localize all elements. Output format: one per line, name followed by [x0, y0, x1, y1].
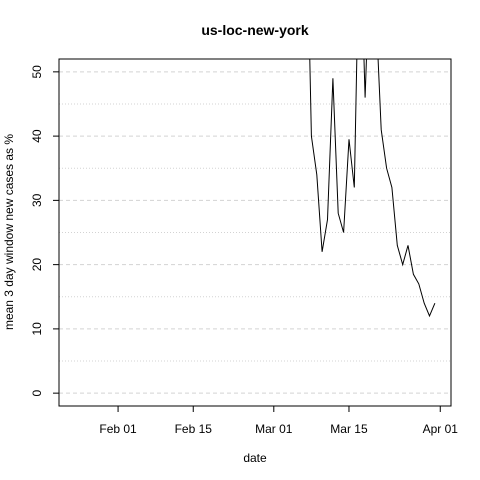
data-point	[354, 187, 355, 188]
data-point	[386, 168, 387, 169]
x-tick-label: Feb 01	[99, 422, 137, 436]
data-point	[391, 187, 392, 188]
y-tick-label: 20	[30, 258, 44, 272]
data-point	[327, 219, 328, 220]
data-point	[381, 129, 382, 130]
x-axis: Feb 01 Feb 15 Mar 01 Mar 15 Apr 01	[99, 406, 458, 436]
y-tick-label: 40	[30, 129, 44, 143]
series-line	[309, 59, 436, 318]
x-axis-label: date	[243, 451, 267, 465]
data-point	[434, 303, 435, 304]
data-point	[429, 315, 430, 316]
data-point	[364, 97, 365, 98]
data-point	[316, 174, 317, 175]
y-tick-label: 0	[30, 389, 44, 396]
data-point	[338, 213, 339, 214]
x-tick-label: Feb 15	[175, 422, 213, 436]
data-point	[311, 136, 312, 137]
data-point	[402, 264, 403, 265]
data-point	[322, 251, 323, 252]
data-point	[332, 78, 333, 79]
chart-title: us-loc-new-york	[201, 22, 309, 38]
y-tick-label: 30	[30, 193, 44, 207]
data-point	[407, 245, 408, 246]
data-point	[418, 283, 419, 284]
plot-frame	[58, 58, 452, 407]
x-tick-label: Mar 15	[330, 422, 368, 436]
data-point	[397, 245, 398, 246]
y-axis: 0 10 20 30 40 50	[30, 65, 59, 396]
x-tick-label: Mar 01	[255, 422, 293, 436]
data-point	[348, 139, 349, 140]
y-tick-label: 10	[30, 322, 44, 336]
data-point	[343, 232, 344, 233]
line-series	[309, 7, 436, 318]
data-point	[424, 303, 425, 304]
data-point	[413, 274, 414, 275]
y-tick-label: 50	[30, 65, 44, 79]
data-point	[375, 7, 376, 8]
y-axis-label: mean 3 day window new cases as %	[2, 134, 16, 330]
x-tick-label: Apr 01	[423, 422, 459, 436]
grid-lines	[59, 71, 451, 394]
